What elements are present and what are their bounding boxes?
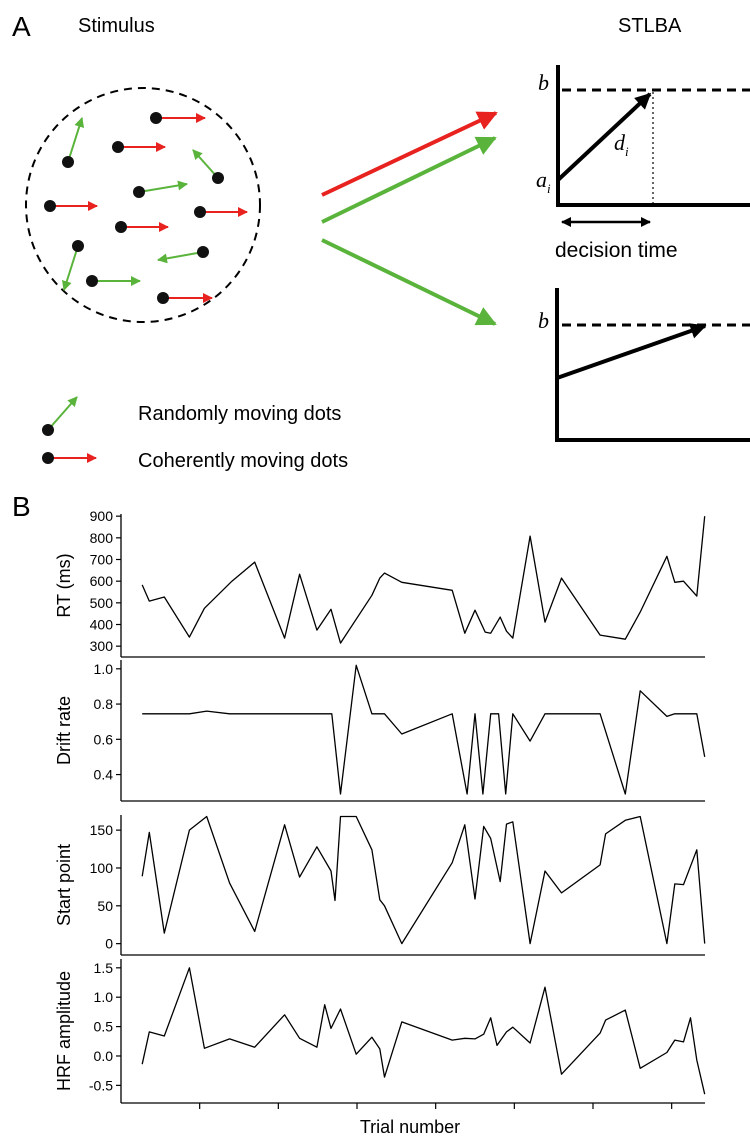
model-title: STLBA (618, 15, 682, 37)
data-line (141, 967, 706, 1095)
y-tick-label: 0.5 (94, 1019, 114, 1035)
dot-heads (44, 112, 224, 304)
x-axis-label: Trial number (360, 1117, 460, 1137)
y-tick-label: 0.0 (94, 1048, 114, 1064)
y-tick-label: 500 (90, 595, 114, 611)
decision-time-label: decision time (555, 239, 678, 262)
accumulator-arrow (321, 136, 497, 224)
y-tick-label: 1.0 (94, 989, 114, 1005)
red-dots (50, 113, 248, 303)
y-axis-label: Start point (54, 844, 74, 926)
start-point-symbol: a (536, 167, 547, 192)
accumulator-arrow (321, 111, 498, 197)
green-dots (61, 117, 219, 291)
threshold-label: b (538, 308, 549, 333)
y-tick-label: -0.5 (89, 1077, 113, 1093)
panel-a: A Stimulus STLBA b a (12, 11, 750, 472)
y-tick-label: 0.4 (94, 767, 114, 783)
lba-top: b ai di decision time (536, 65, 750, 262)
subscript: i (625, 144, 629, 159)
data-line (141, 516, 706, 644)
y-tick-label: 0.8 (94, 696, 114, 712)
threshold-label: b (538, 70, 549, 95)
panel-label: A (12, 11, 31, 42)
y-tick-label: 900 (90, 508, 114, 524)
y-tick-label: 300 (90, 638, 114, 654)
y-tick-label: 150 (90, 822, 114, 838)
y-tick-label: 0 (105, 936, 113, 952)
chart: 0.4 0.6 0.8 1.0 Drift rate (54, 660, 706, 802)
y-tick-label: 50 (97, 898, 113, 914)
drift-label: di (614, 130, 629, 159)
panel-label: B (12, 491, 31, 522)
y-axis-label: Drift rate (54, 696, 74, 765)
lba-bottom: b (538, 288, 750, 442)
y-tick-label: 800 (90, 530, 114, 546)
stimulus-title: Stimulus (78, 15, 155, 37)
y-tick-label: 100 (90, 860, 114, 876)
chart: -0.5 0.0 0.5 1.0 1.5 HRF amplitude Trial numbe… (54, 959, 706, 1137)
chart: 0 50 100 150 Start point (54, 815, 706, 956)
y-axis-label: RT (ms) (54, 553, 74, 617)
legend-label: Coherently moving dots (138, 450, 348, 472)
y-tick-label: 600 (90, 573, 114, 589)
data-line (142, 664, 706, 795)
y-tick-label: 0.6 (94, 731, 114, 747)
subscript: i (547, 181, 551, 196)
legend-label: Randomly moving dots (138, 403, 341, 425)
y-tick-label: 700 (90, 552, 114, 568)
accumulator-arrow (321, 238, 497, 326)
chart: 300 400 500 600 700 800 900 RT (ms) (54, 508, 706, 658)
y-tick-label: 1.0 (94, 661, 114, 677)
drift-symbol: d (614, 130, 626, 155)
y-axis-label: HRF amplitude (54, 971, 74, 1091)
stimulus-aperture (25, 87, 261, 323)
start-point-label: ai (536, 167, 551, 196)
legend: Randomly moving dots Coherently moving d… (42, 396, 348, 472)
data-line (141, 815, 706, 945)
y-tick-label: 400 (90, 617, 114, 633)
y-tick-label: 1.5 (94, 960, 114, 976)
